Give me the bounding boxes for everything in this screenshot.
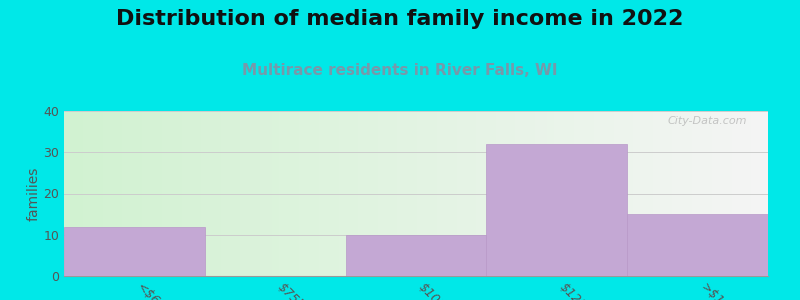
Bar [346, 235, 486, 276]
Y-axis label: families: families [26, 166, 41, 221]
Bar [64, 226, 205, 276]
Bar [486, 144, 627, 276]
Text: Multirace residents in River Falls, WI: Multirace residents in River Falls, WI [242, 63, 558, 78]
Text: City-Data.com: City-Data.com [667, 116, 747, 126]
Text: Distribution of median family income in 2022: Distribution of median family income in … [116, 9, 684, 29]
Bar [627, 214, 768, 276]
